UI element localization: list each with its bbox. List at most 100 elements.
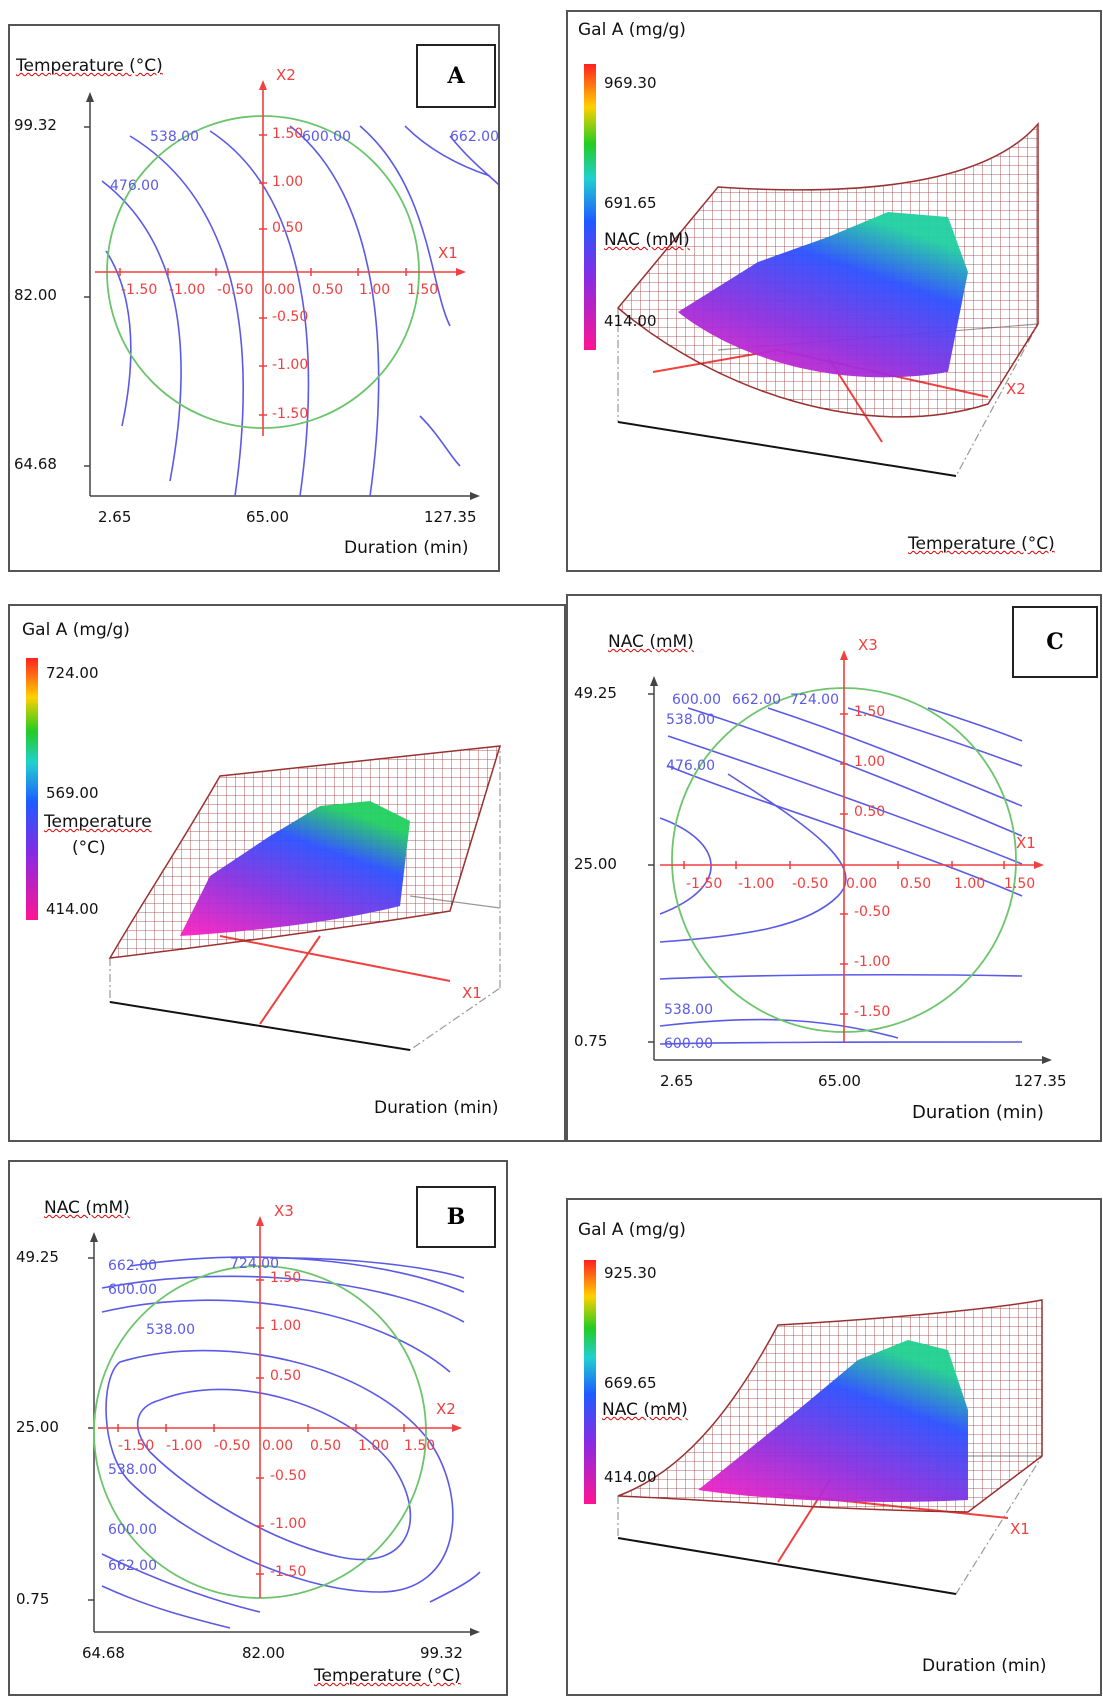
y-tick-a-0: 99.32 xyxy=(14,116,57,134)
coded-axis-x2-a: X2 xyxy=(276,66,296,84)
y-tick-a-1: 82.00 xyxy=(14,286,57,304)
surface-svg-b xyxy=(26,658,502,1051)
x-tick-b-2: 99.32 xyxy=(420,1644,463,1662)
surface-svg-a xyxy=(584,64,1039,477)
contour-label-a-3: 476.00 xyxy=(110,178,159,194)
cbar-tick-b3d-2: 414.00 xyxy=(46,900,99,918)
x-tick-c-2: 127.35 xyxy=(1014,1072,1067,1090)
coded-x-label-c-6: 1.50 xyxy=(1004,876,1036,892)
coded-y-label-b-3: -0.50 xyxy=(270,1468,307,1484)
contour-label-c-3: 538.00 xyxy=(666,712,715,728)
contour-label-b-3: 538.00 xyxy=(146,1322,195,1338)
coded-x-label-a-0: -1.50 xyxy=(121,282,158,298)
colored-surface-b xyxy=(180,801,410,936)
panel-a-surface: Gal A (mg/g) 969.30 691.65 NAC (mM) 414.… xyxy=(566,10,1102,572)
panel-label-c: C xyxy=(1012,606,1098,678)
contour-svg-a xyxy=(84,80,498,500)
cbar-tick-b3d-0: 724.00 xyxy=(46,664,99,682)
slice-label-b3d: Temperature xyxy=(44,812,152,832)
slice-label-c3d: NAC (mM) xyxy=(602,1400,688,1420)
coded-y-label-b-4: -1.00 xyxy=(270,1516,307,1532)
x-tick-b-0: 64.68 xyxy=(82,1644,125,1662)
y-tick-c-2: 0.75 xyxy=(574,1032,608,1050)
panel-b-contour: NAC (mM) B 49.25 25.00 0.75 64.68 82.00 … xyxy=(8,1160,508,1696)
coded-y-label-b-1: 1.00 xyxy=(270,1318,302,1334)
coded-y-label-c-3: -0.50 xyxy=(854,904,891,920)
colorbar-a xyxy=(584,64,596,350)
coded-x-label-c-4: 0.50 xyxy=(900,876,932,892)
contour-label-b-4: 538.00 xyxy=(108,1462,157,1478)
panel-label-a: A xyxy=(416,44,496,108)
x-tick-c-0: 2.65 xyxy=(660,1072,694,1090)
coded-x-label-c-1: -1.00 xyxy=(738,876,775,892)
axis-x2-a3d: X2 xyxy=(1006,380,1026,398)
coded-axes-b xyxy=(98,1222,456,1598)
contour-label-c-1: 662.00 xyxy=(732,692,781,708)
coded-x-label-c-2: -0.50 xyxy=(792,876,829,892)
y-tick-b-2: 0.75 xyxy=(16,1590,50,1608)
coded-y-label-c-5: -1.50 xyxy=(854,1004,891,1020)
coded-x-label-b-4: 0.50 xyxy=(310,1438,342,1454)
slice-unit-b3d: (°C) xyxy=(72,838,106,858)
y-tick-marks-b xyxy=(88,1257,94,1601)
coded-y-label-c-2: 0.50 xyxy=(854,804,886,820)
cbar-tick-b3d-1: 569.00 xyxy=(46,784,99,802)
x-axis-label-b: Temperature (°C) xyxy=(314,1666,461,1686)
coded-y-label-a-5: -1.50 xyxy=(272,406,309,422)
x-label-a3d: Temperature (°C) xyxy=(908,534,1055,554)
contour-label-c-6: 600.00 xyxy=(664,1036,713,1052)
coded-y-label-a-3: -0.50 xyxy=(272,309,309,325)
panel-a-contour: Temperature (°C) A 99.32 82.00 64.68 2.6… xyxy=(8,24,500,572)
y-tick-b-1: 25.00 xyxy=(16,1418,59,1436)
x-tick-b-1: 82.00 xyxy=(242,1644,285,1662)
x-tick-a-1: 65.00 xyxy=(246,508,289,526)
contour-label-b-1: 724.00 xyxy=(230,1256,279,1272)
coded-x-label-a-3: 0.00 xyxy=(264,282,296,298)
coded-y-label-a-4: -1.00 xyxy=(272,357,309,373)
coded-x-label-a-5: 1.00 xyxy=(359,282,391,298)
x-axis-label-a: Duration (min) xyxy=(344,538,469,558)
panel-c-contour: NAC (mM) C 49.25 25.00 0.75 2.65 65.00 1… xyxy=(566,594,1102,1142)
contour-svg-b xyxy=(88,1216,481,1636)
x-tick-a-0: 2.65 xyxy=(98,508,132,526)
panel-b-surface: Gal A (mg/g) 724.00 569.00 Temperature (… xyxy=(8,604,566,1142)
coded-x-label-c-3: 0.00 xyxy=(846,876,878,892)
y-tick-c-1: 25.00 xyxy=(574,855,617,873)
slice-label-a3d: NAC (mM) xyxy=(604,230,690,250)
coded-y-label-a-1: 1.00 xyxy=(272,174,304,190)
colorbar-c xyxy=(584,1260,596,1504)
z-label-a3d: Gal A (mg/g) xyxy=(578,20,686,40)
x-label-c3d: Duration (min) xyxy=(922,1656,1047,1676)
coded-x-label-a-1: -1.00 xyxy=(169,282,206,298)
z-label-c3d: Gal A (mg/g) xyxy=(578,1220,686,1240)
coded-x-label-a-6: 1.50 xyxy=(407,282,439,298)
contour-label-c-5: 538.00 xyxy=(664,1002,713,1018)
frame-axes-a xyxy=(89,96,476,497)
axis-x1-c3d: X1 xyxy=(1010,1520,1030,1538)
contour-label-a-0: 538.00 xyxy=(150,129,199,145)
colored-surface-a xyxy=(678,212,968,378)
coded-x-label-b-1: -1.00 xyxy=(166,1438,203,1454)
coded-y-label-c-0: 1.50 xyxy=(854,704,886,720)
coded-x-label-b-3: 0.00 xyxy=(262,1438,294,1454)
coded-y-label-b-2: 0.50 xyxy=(270,1368,302,1384)
coded-x-label-b-0: -1.50 xyxy=(118,1438,155,1454)
coded-x-label-c-0: -1.50 xyxy=(686,876,723,892)
coded-y-label-b-0: 1.50 xyxy=(270,1270,302,1286)
contour-lines-b xyxy=(101,1256,481,1629)
coded-x-label-a-4: 0.50 xyxy=(312,282,344,298)
y-axis-label-a: Temperature (°C) xyxy=(16,56,163,76)
y-tick-b-0: 49.25 xyxy=(16,1248,59,1266)
coded-y-label-a-2: 0.50 xyxy=(272,220,304,236)
coded-x-ticks-a xyxy=(119,134,407,416)
x-axis-label-c: Duration (min) xyxy=(912,1102,1044,1123)
y-tick-marks-a xyxy=(84,126,90,467)
panel-label-b: B xyxy=(416,1186,496,1248)
coded-y-label-c-4: -1.00 xyxy=(854,954,891,970)
y-tick-a-2: 64.68 xyxy=(14,455,57,473)
contour-label-b-5: 600.00 xyxy=(108,1522,157,1538)
coded-axis-x1-a: X1 xyxy=(438,244,458,262)
coded-x-ticks-b xyxy=(117,1279,405,1575)
base-box-b xyxy=(109,746,501,1051)
y-tick-c-0: 49.25 xyxy=(574,684,617,702)
